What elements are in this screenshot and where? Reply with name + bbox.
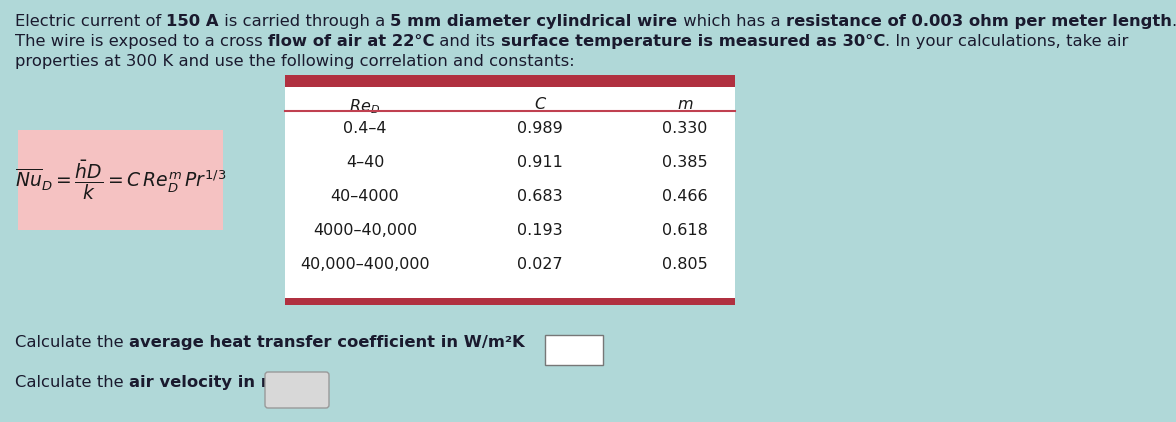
Text: is carried through a: is carried through a: [219, 14, 390, 29]
Text: flow of air at 22°C: flow of air at 22°C: [268, 34, 434, 49]
Text: 0.330: 0.330: [662, 121, 708, 136]
Text: m: m: [677, 97, 693, 112]
Text: Re$_D$: Re$_D$: [349, 97, 381, 116]
Text: surface temperature is measured as 30°C: surface temperature is measured as 30°C: [501, 34, 886, 49]
Text: 0.911: 0.911: [517, 155, 563, 170]
Text: air velocity in m/s: air velocity in m/s: [129, 375, 293, 390]
Text: resistance of 0.003 ohm per meter length: resistance of 0.003 ohm per meter length: [786, 14, 1171, 29]
FancyBboxPatch shape: [18, 130, 223, 230]
Text: 0.4–4: 0.4–4: [343, 121, 387, 136]
Text: The wire is exposed to a cross: The wire is exposed to a cross: [15, 34, 268, 49]
Text: Calculate the: Calculate the: [15, 335, 129, 350]
FancyBboxPatch shape: [544, 335, 603, 365]
FancyBboxPatch shape: [285, 75, 735, 87]
Text: C: C: [534, 97, 546, 112]
Text: 0.027: 0.027: [517, 257, 563, 272]
FancyBboxPatch shape: [285, 298, 735, 305]
Text: and its: and its: [434, 34, 501, 49]
FancyBboxPatch shape: [268, 375, 326, 405]
Text: average heat transfer coefficient in W/m²K: average heat transfer coefficient in W/m…: [129, 335, 524, 350]
Text: 0.466: 0.466: [662, 189, 708, 204]
Text: 0.385: 0.385: [662, 155, 708, 170]
Text: properties at 300 K and use the following correlation and constants:: properties at 300 K and use the followin…: [15, 54, 575, 69]
Text: 0.193: 0.193: [517, 223, 563, 238]
Text: 4000–40,000: 4000–40,000: [313, 223, 417, 238]
Text: Calculate the: Calculate the: [15, 375, 129, 390]
Text: 40–4000: 40–4000: [330, 189, 400, 204]
Text: 150 A: 150 A: [167, 14, 219, 29]
Text: . In your calculations, take air: . In your calculations, take air: [886, 34, 1129, 49]
FancyBboxPatch shape: [285, 75, 735, 305]
Text: 0.683: 0.683: [517, 189, 563, 204]
Text: .: .: [1171, 14, 1176, 29]
FancyBboxPatch shape: [265, 372, 329, 408]
Text: 0.618: 0.618: [662, 223, 708, 238]
Text: 4–40: 4–40: [346, 155, 385, 170]
Text: Electric current of: Electric current of: [15, 14, 167, 29]
Text: $\overline{Nu}_D = \dfrac{\bar{h}D}{k} = C\,Re_D^m\,Pr^{1/3}$: $\overline{Nu}_D = \dfrac{\bar{h}D}{k} =…: [15, 158, 226, 202]
Text: 5 mm diameter cylindrical wire: 5 mm diameter cylindrical wire: [390, 14, 677, 29]
Text: 0.989: 0.989: [517, 121, 563, 136]
Text: 0.805: 0.805: [662, 257, 708, 272]
Text: 40,000–400,000: 40,000–400,000: [300, 257, 429, 272]
Text: which has a: which has a: [677, 14, 786, 29]
